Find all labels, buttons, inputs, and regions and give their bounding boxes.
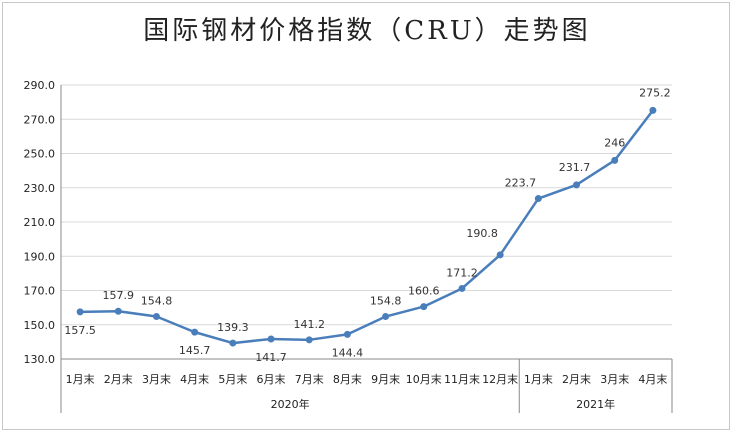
x-tick-label: 9月末: [371, 372, 400, 386]
x-tick-label: 3月末: [142, 372, 171, 386]
y-tick-label: 270.0: [24, 113, 56, 126]
y-tick-label: 250.0: [24, 148, 56, 161]
x-tick-label: 12月末: [482, 372, 518, 386]
data-point: [343, 330, 351, 338]
data-point: [649, 106, 657, 114]
x-tick-label: 4月末: [180, 372, 209, 386]
data-label: 190.8: [466, 227, 498, 240]
data-label: 157.9: [103, 289, 135, 302]
data-point: [76, 308, 84, 316]
y-tick-label: 150.0: [24, 319, 56, 332]
y-tick-label: 130.0: [24, 353, 56, 366]
data-point: [305, 336, 313, 344]
data-label: 246: [604, 136, 625, 149]
data-label: 141.7: [255, 351, 287, 364]
data-point: [382, 313, 390, 321]
data-point: [458, 284, 466, 292]
x-tick-label: 7月末: [295, 372, 324, 386]
x-tick-label: 8月末: [333, 372, 362, 386]
data-label: 231.7: [559, 161, 591, 174]
data-label: 139.3: [217, 321, 249, 334]
data-label: 160.6: [408, 285, 440, 298]
data-point: [496, 251, 504, 259]
y-tick-label: 210.0: [24, 216, 56, 229]
data-label: 141.2: [293, 318, 325, 331]
data-label: 154.8: [370, 295, 402, 308]
data-point: [152, 313, 160, 321]
x-group-label: 2020年: [271, 397, 310, 411]
x-tick-label: 10月末: [406, 372, 442, 386]
data-point: [420, 303, 428, 311]
x-group-label: 2021年: [576, 397, 615, 411]
data-label: 145.7: [179, 344, 211, 357]
series-line: [80, 109, 654, 345]
x-tick-label: 2月末: [104, 372, 133, 386]
x-tick-label: 3月末: [600, 372, 629, 386]
data-label: 275.2: [639, 86, 671, 99]
x-tick-label: 4月末: [638, 372, 667, 386]
data-point: [267, 335, 275, 343]
data-label: 171.2: [446, 266, 478, 279]
x-tick-label: 2月末: [562, 372, 591, 386]
x-tick-label: 11月末: [444, 372, 480, 386]
data-label: 157.5: [64, 324, 96, 337]
y-tick-label: 170.0: [24, 285, 56, 298]
data-point: [114, 307, 122, 315]
chart-title: 国际钢材价格指数（CRU）走势图: [143, 16, 591, 46]
x-tick-label: 1月末: [66, 372, 95, 386]
y-tick-label: 190.0: [24, 250, 56, 263]
data-label: 223.7: [505, 177, 537, 190]
data-label: 144.4: [332, 346, 364, 359]
y-tick-label: 290.0: [24, 79, 56, 92]
data-point: [573, 181, 581, 189]
data-point: [191, 328, 199, 336]
x-tick-label: 5月末: [218, 372, 247, 386]
y-tick-label: 230.0: [24, 182, 56, 195]
x-tick-label: 6月末: [257, 372, 286, 386]
x-tick-label: 1月末: [524, 372, 553, 386]
data-point: [229, 339, 237, 347]
data-point: [534, 195, 542, 203]
data-label: 154.8: [141, 295, 173, 308]
data-point: [611, 156, 619, 164]
